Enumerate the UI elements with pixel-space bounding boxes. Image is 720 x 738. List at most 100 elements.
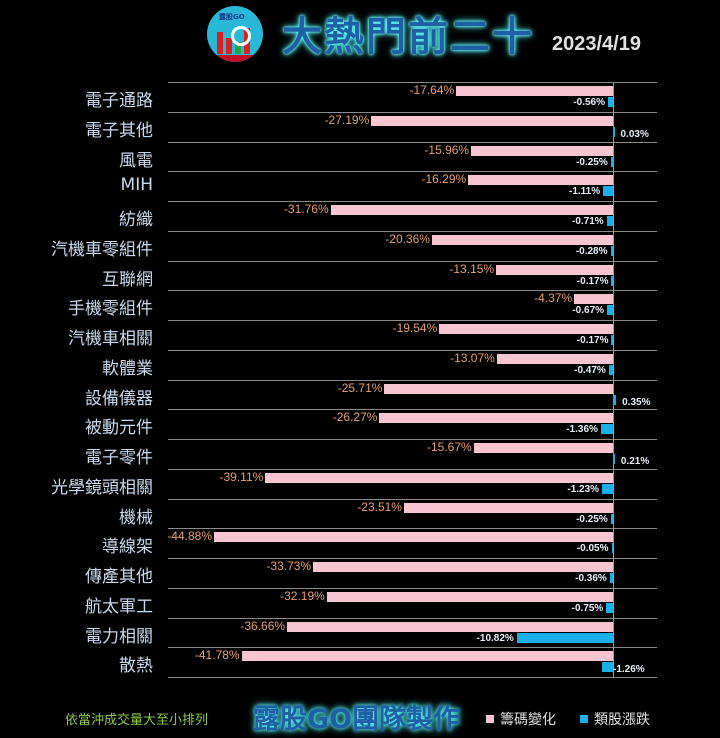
zero-axis	[613, 82, 614, 678]
sector-change-bar	[608, 364, 613, 375]
category-label: MIH	[120, 175, 153, 196]
chip-change-label: -36.66%	[240, 618, 286, 633]
chip-change-bar	[379, 413, 613, 424]
chip-change-bar	[431, 234, 613, 245]
sector-change-label: 0.03%	[620, 128, 649, 140]
chip-change-label: -41.78%	[194, 648, 240, 663]
sector-change-label: -0.56%	[573, 97, 606, 108]
chip-change-label: -39.11%	[219, 469, 264, 484]
category-label: 散熱	[119, 656, 153, 677]
magnifier-icon	[231, 26, 251, 46]
chip-change-bar	[473, 443, 613, 453]
gridline	[168, 409, 657, 411]
gridline	[168, 171, 657, 173]
sector-change-bar	[600, 424, 613, 435]
logo-text: 露股GO	[219, 13, 245, 21]
sector-change-label: -0.36%	[575, 573, 607, 584]
gridline	[168, 677, 657, 678]
sector-change-label: -1.11%	[568, 186, 601, 198]
gridline	[168, 379, 657, 381]
chip-change-label: -15.67%	[426, 440, 472, 454]
gridline	[168, 617, 657, 619]
gridline	[168, 290, 657, 292]
category-label: 傳產其他	[85, 567, 153, 587]
sector-change-bar	[613, 126, 615, 137]
sector-change-bar	[610, 513, 613, 524]
gridline	[168, 141, 657, 143]
brand-credit: 露股GO團隊製作	[253, 704, 461, 735]
sector-change-bar	[613, 394, 617, 405]
sector-change-bar	[611, 275, 613, 286]
chip-change-bar	[496, 264, 613, 275]
sector-change-label: -10.82%	[476, 632, 514, 644]
sector-change-bar	[516, 632, 613, 643]
chip-change-bar	[468, 175, 613, 186]
sector-change-bar	[609, 573, 613, 583]
chip-change-bar	[439, 324, 613, 334]
sector-change-bar	[610, 156, 613, 167]
chip-change-label: -15.96%	[424, 142, 470, 157]
sector-change-label: -0.25%	[576, 513, 608, 525]
chip-change-label: -16.29%	[421, 172, 467, 187]
legend-label: 類股漲跌	[594, 712, 650, 728]
chip-change-bar	[330, 205, 613, 215]
chip-change-label: -13.15%	[449, 261, 495, 276]
sector-change-label: -0.25%	[576, 156, 608, 168]
sector-change-bar	[602, 483, 613, 494]
chip-change-label: -20.36%	[385, 231, 430, 246]
chart-date: 2023/4/19	[552, 33, 641, 55]
chip-change-label: -31.76%	[283, 202, 329, 216]
category-label: 機械	[119, 507, 153, 528]
sort-note: 依當沖成交量大至小排列	[65, 713, 209, 728]
sector-change-bar	[608, 97, 613, 107]
gridline	[168, 647, 657, 649]
category-label: 手機零組件	[68, 299, 153, 320]
gridline	[168, 558, 657, 559]
chip-change-bar	[371, 115, 613, 126]
gridline	[168, 320, 657, 321]
category-label: 互聯網	[102, 269, 153, 290]
sector-change-label: -0.71%	[572, 216, 604, 227]
sector-change-label: -1.36%	[566, 424, 598, 436]
gridline	[168, 230, 657, 232]
legend-item-chip-change: 籌碼變化	[486, 709, 556, 729]
gridline	[168, 498, 657, 500]
logo-bar-icon	[217, 32, 223, 54]
sector-change-label: -0.17%	[576, 275, 609, 287]
legend-label: 籌碼變化	[500, 712, 556, 728]
chip-change-bar	[265, 472, 613, 483]
page-title: 大熱門前二十	[282, 13, 534, 60]
sector-change-bar	[613, 454, 615, 464]
logo-bar-icon	[226, 38, 232, 54]
sector-change-bar	[607, 305, 613, 316]
chip-change-bar	[384, 383, 613, 394]
sector-change-label: -1.23%	[567, 483, 600, 495]
chip-change-label: -17.64%	[409, 83, 455, 97]
chip-change-label: -4.37%	[534, 291, 573, 306]
sector-change-label: -0.75%	[571, 602, 604, 614]
category-label: 汽機車相關	[68, 329, 153, 349]
sector-change-bar	[606, 216, 613, 226]
chip-change-bar	[287, 621, 613, 632]
chip-change-bar	[403, 502, 613, 513]
sector-change-bar	[610, 245, 613, 256]
sector-change-label: -0.67%	[572, 305, 605, 317]
chip-change-label: -13.07%	[450, 350, 495, 365]
sector-change-label: -1.26%	[613, 664, 645, 676]
category-label: 軟體業	[102, 358, 153, 379]
gridline	[168, 82, 657, 83]
chip-change-label: -23.51%	[357, 499, 402, 514]
chip-change-label: -44.88%	[167, 529, 213, 544]
chip-change-bar	[326, 591, 613, 602]
chip-change-bar	[496, 353, 613, 364]
chip-change-label: -25.71%	[337, 380, 383, 395]
sector-change-label: 0.21%	[620, 456, 650, 467]
chip-change-bar	[471, 145, 613, 156]
category-label: 被動元件	[85, 418, 153, 439]
sector-change-label: 0.35%	[622, 396, 651, 408]
gridline	[168, 260, 657, 262]
category-label: 風電	[119, 150, 153, 171]
category-label: 導線架	[102, 537, 153, 558]
chip-change-label: -26.27%	[332, 410, 378, 425]
chip-change-bar	[313, 562, 613, 572]
